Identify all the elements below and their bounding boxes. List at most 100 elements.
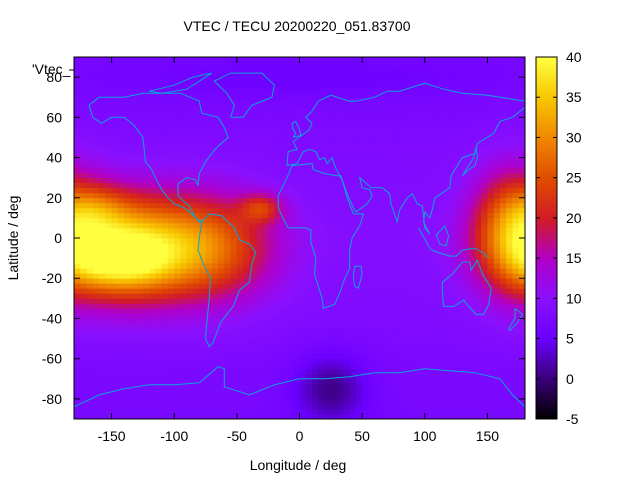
- heatmap-cell: [280, 82, 288, 88]
- heatmap-cell: [180, 162, 188, 169]
- heatmap-cell: [456, 278, 463, 284]
- heatmap-cell: [124, 293, 131, 299]
- heatmap-cell: [437, 258, 444, 264]
- heatmap-cell: [374, 227, 382, 234]
- heatmap-cell: [92, 253, 100, 259]
- heatmap-cell: [330, 378, 338, 385]
- heatmap-cell: [380, 217, 388, 224]
- heatmap-cell: [293, 258, 300, 264]
- heatmap-cell: [324, 383, 332, 390]
- heatmap-cell: [305, 283, 313, 289]
- heatmap-cell: [330, 72, 338, 78]
- heatmap-cell: [399, 67, 407, 73]
- heatmap-cell: [211, 72, 219, 78]
- heatmap-cell: [236, 243, 244, 249]
- heatmap-cell: [199, 107, 206, 113]
- heatmap-cell: [161, 142, 169, 148]
- heatmap-cell: [149, 343, 156, 350]
- heatmap-cell: [99, 192, 106, 199]
- heatmap-cell: [111, 157, 119, 163]
- heatmap-cell: [155, 77, 163, 83]
- heatmap-cell: [318, 122, 325, 128]
- heatmap-cell: [449, 212, 457, 219]
- heatmap-cell: [474, 112, 482, 118]
- heatmap-cell: [481, 398, 488, 405]
- heatmap-cell: [324, 303, 332, 309]
- heatmap-cell: [312, 278, 319, 284]
- heatmap-cell: [243, 67, 250, 73]
- heatmap-cell: [337, 283, 344, 289]
- heatmap-cell: [487, 263, 495, 269]
- heatmap-cell: [443, 413, 451, 420]
- heatmap-cell: [80, 398, 87, 405]
- heatmap-cell: [462, 318, 470, 324]
- heatmap-cell: [211, 97, 219, 103]
- heatmap-cell: [462, 368, 470, 375]
- heatmap-cell: [318, 107, 325, 113]
- heatmap-cell: [243, 197, 250, 204]
- heatmap-cell: [305, 398, 313, 405]
- heatmap-cell: [130, 182, 138, 189]
- heatmap-cell: [305, 122, 313, 128]
- heatmap-cell: [117, 122, 125, 128]
- heatmap-cell: [437, 177, 444, 184]
- heatmap-cell: [142, 283, 150, 289]
- heatmap-cell: [205, 152, 213, 158]
- heatmap-cell: [174, 383, 181, 390]
- heatmap-cell: [86, 238, 94, 244]
- heatmap-cell: [224, 393, 231, 400]
- heatmap-cell: [462, 197, 470, 204]
- heatmap-cell: [362, 182, 369, 189]
- heatmap-cell: [130, 137, 138, 143]
- heatmap-cell: [305, 162, 313, 169]
- heatmap-cell: [161, 388, 169, 395]
- heatmap-cell: [111, 338, 119, 344]
- heatmap-cell: [299, 348, 307, 355]
- heatmap-cell: [431, 283, 438, 289]
- heatmap-cell: [80, 363, 87, 370]
- heatmap-cell: [399, 72, 407, 78]
- heatmap-cell: [124, 273, 131, 279]
- heatmap-cell: [255, 162, 263, 169]
- heatmap-cell: [249, 373, 257, 380]
- heatmap-cell: [449, 152, 457, 158]
- heatmap-cell: [111, 217, 119, 224]
- heatmap-cell: [499, 162, 507, 169]
- heatmap-cell: [155, 408, 163, 415]
- heatmap-cell: [499, 298, 507, 304]
- heatmap-cell: [211, 308, 219, 314]
- heatmap-cell: [180, 197, 188, 204]
- heatmap-cell: [230, 167, 238, 174]
- heatmap-cell: [80, 97, 87, 103]
- heatmap-cell: [412, 107, 419, 113]
- heatmap-cell: [218, 102, 225, 108]
- heatmap-cell: [355, 358, 363, 365]
- heatmap-cell: [211, 293, 219, 299]
- heatmap-cell: [130, 167, 138, 174]
- heatmap-cell: [155, 132, 163, 138]
- heatmap-cell: [487, 408, 495, 415]
- heatmap-cell: [249, 172, 257, 179]
- heatmap-cell: [299, 117, 307, 123]
- heatmap-cell: [243, 323, 250, 329]
- heatmap-cell: [149, 67, 156, 73]
- heatmap-cell: [330, 137, 338, 143]
- heatmap-cell: [293, 373, 300, 380]
- heatmap-cell: [418, 152, 426, 158]
- heatmap-cell: [318, 72, 325, 78]
- heatmap-cell: [474, 87, 482, 93]
- heatmap-cell: [111, 222, 119, 229]
- heatmap-cell: [349, 238, 357, 244]
- heatmap-cell: [343, 142, 351, 148]
- heatmap-cell: [499, 263, 507, 269]
- heatmap-cell: [318, 363, 325, 370]
- heatmap-cell: [136, 92, 144, 98]
- heatmap-cell: [205, 243, 213, 249]
- heatmap-cell: [199, 77, 206, 83]
- heatmap-cell: [299, 82, 307, 88]
- heatmap-cell: [92, 328, 100, 334]
- heatmap-cell: [149, 192, 156, 199]
- heatmap-cell: [161, 67, 169, 73]
- heatmap-cell: [393, 353, 401, 360]
- heatmap-cell: [218, 162, 225, 169]
